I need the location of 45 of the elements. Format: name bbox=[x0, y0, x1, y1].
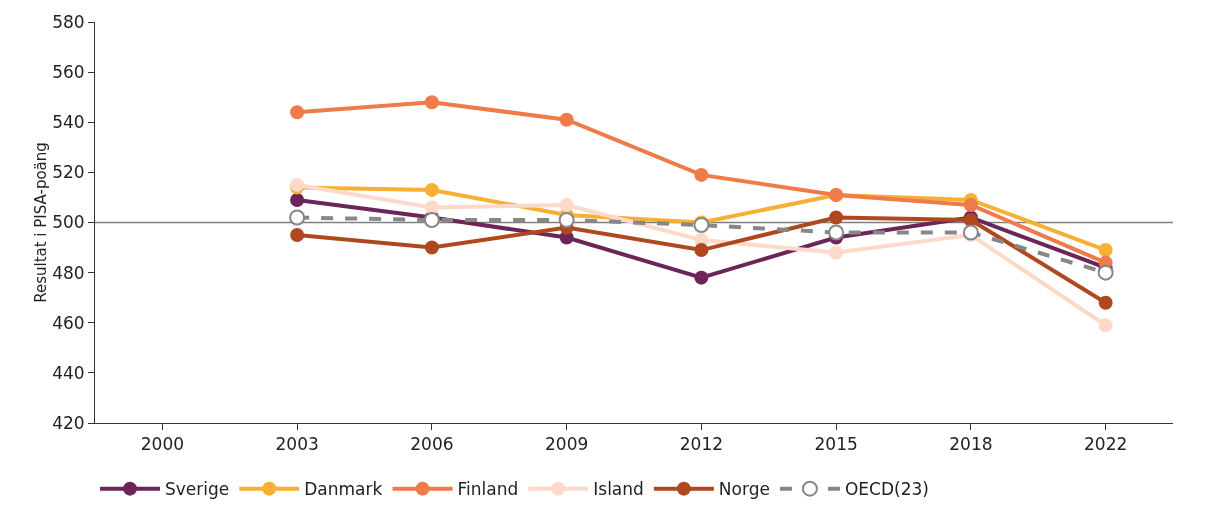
point bbox=[558, 211, 575, 228]
y-tick-label: 420 bbox=[52, 412, 85, 433]
legend-label: Norge bbox=[718, 479, 770, 500]
x-tick-label: 2012 bbox=[679, 434, 724, 455]
point bbox=[559, 197, 574, 212]
point bbox=[290, 105, 305, 120]
y-axis-title: Resultat i PISA-poäng bbox=[32, 142, 51, 303]
y-tick-label: 440 bbox=[52, 362, 85, 383]
x-tick-label: 2018 bbox=[949, 434, 993, 455]
point bbox=[290, 192, 305, 207]
y-tick-label: 460 bbox=[52, 312, 85, 333]
x-tick-label: 2006 bbox=[410, 434, 454, 455]
legend-label: Island bbox=[593, 479, 644, 500]
legend-label: Finland bbox=[457, 479, 519, 500]
point bbox=[829, 210, 844, 225]
point bbox=[1098, 243, 1113, 258]
point bbox=[559, 112, 574, 127]
point bbox=[424, 95, 439, 110]
y-tick-label: 580 bbox=[52, 11, 85, 32]
point bbox=[829, 245, 844, 260]
x-tick-label: 2015 bbox=[814, 434, 858, 455]
point bbox=[1098, 318, 1113, 333]
y-tick-label: 540 bbox=[52, 112, 85, 133]
point bbox=[694, 243, 709, 258]
point bbox=[1098, 295, 1113, 310]
legend-label: OECD(23) bbox=[844, 479, 929, 500]
legend-label: Danmark bbox=[304, 479, 383, 500]
y-tick-label: 480 bbox=[52, 262, 85, 283]
point bbox=[694, 167, 709, 182]
x-tick-label: 2022 bbox=[1084, 434, 1128, 455]
x-tick-label: 2000 bbox=[140, 434, 185, 455]
x-tick-label: 2009 bbox=[545, 434, 589, 455]
point bbox=[424, 182, 439, 197]
y-tick-label: 500 bbox=[52, 212, 85, 233]
point bbox=[694, 270, 709, 285]
point bbox=[290, 228, 305, 243]
y-tick-label: 520 bbox=[52, 162, 85, 183]
y-tick-label: 560 bbox=[52, 62, 85, 83]
point bbox=[963, 197, 978, 212]
point bbox=[424, 240, 439, 255]
x-tick-label: 2003 bbox=[275, 434, 319, 455]
point bbox=[289, 209, 306, 226]
point bbox=[828, 224, 845, 241]
legend-label: Sverige bbox=[165, 479, 230, 500]
point bbox=[1097, 264, 1114, 281]
